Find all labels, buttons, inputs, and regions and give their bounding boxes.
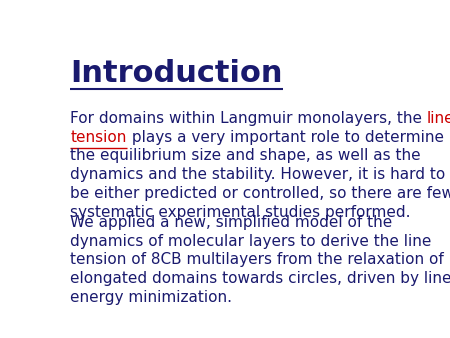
Text: dynamics of molecular layers to derive the line: dynamics of molecular layers to derive t…: [70, 234, 432, 249]
Text: We applied a new, simplified model of the: We applied a new, simplified model of th…: [70, 215, 392, 230]
Text: the equilibrium size and shape, as well as the: the equilibrium size and shape, as well …: [70, 148, 421, 163]
Text: line: line: [427, 111, 450, 126]
Text: Introduction: Introduction: [70, 59, 283, 88]
Text: systematic experimental studies performed.: systematic experimental studies performe…: [70, 204, 411, 219]
Text: tension of 8CB multilayers from the relaxation of: tension of 8CB multilayers from the rela…: [70, 252, 444, 267]
Text: For domains within Langmuir monolayers, the: For domains within Langmuir monolayers, …: [70, 111, 427, 126]
Text: plays a very important role to determine: plays a very important role to determine: [126, 129, 444, 145]
Text: tension: tension: [70, 129, 126, 145]
Text: dynamics and the stability. However, it is hard to: dynamics and the stability. However, it …: [70, 167, 446, 182]
Text: energy minimization.: energy minimization.: [70, 290, 232, 305]
Text: be either predicted or controlled, so there are few: be either predicted or controlled, so th…: [70, 186, 450, 201]
Text: elongated domains towards circles, driven by line: elongated domains towards circles, drive…: [70, 271, 450, 286]
